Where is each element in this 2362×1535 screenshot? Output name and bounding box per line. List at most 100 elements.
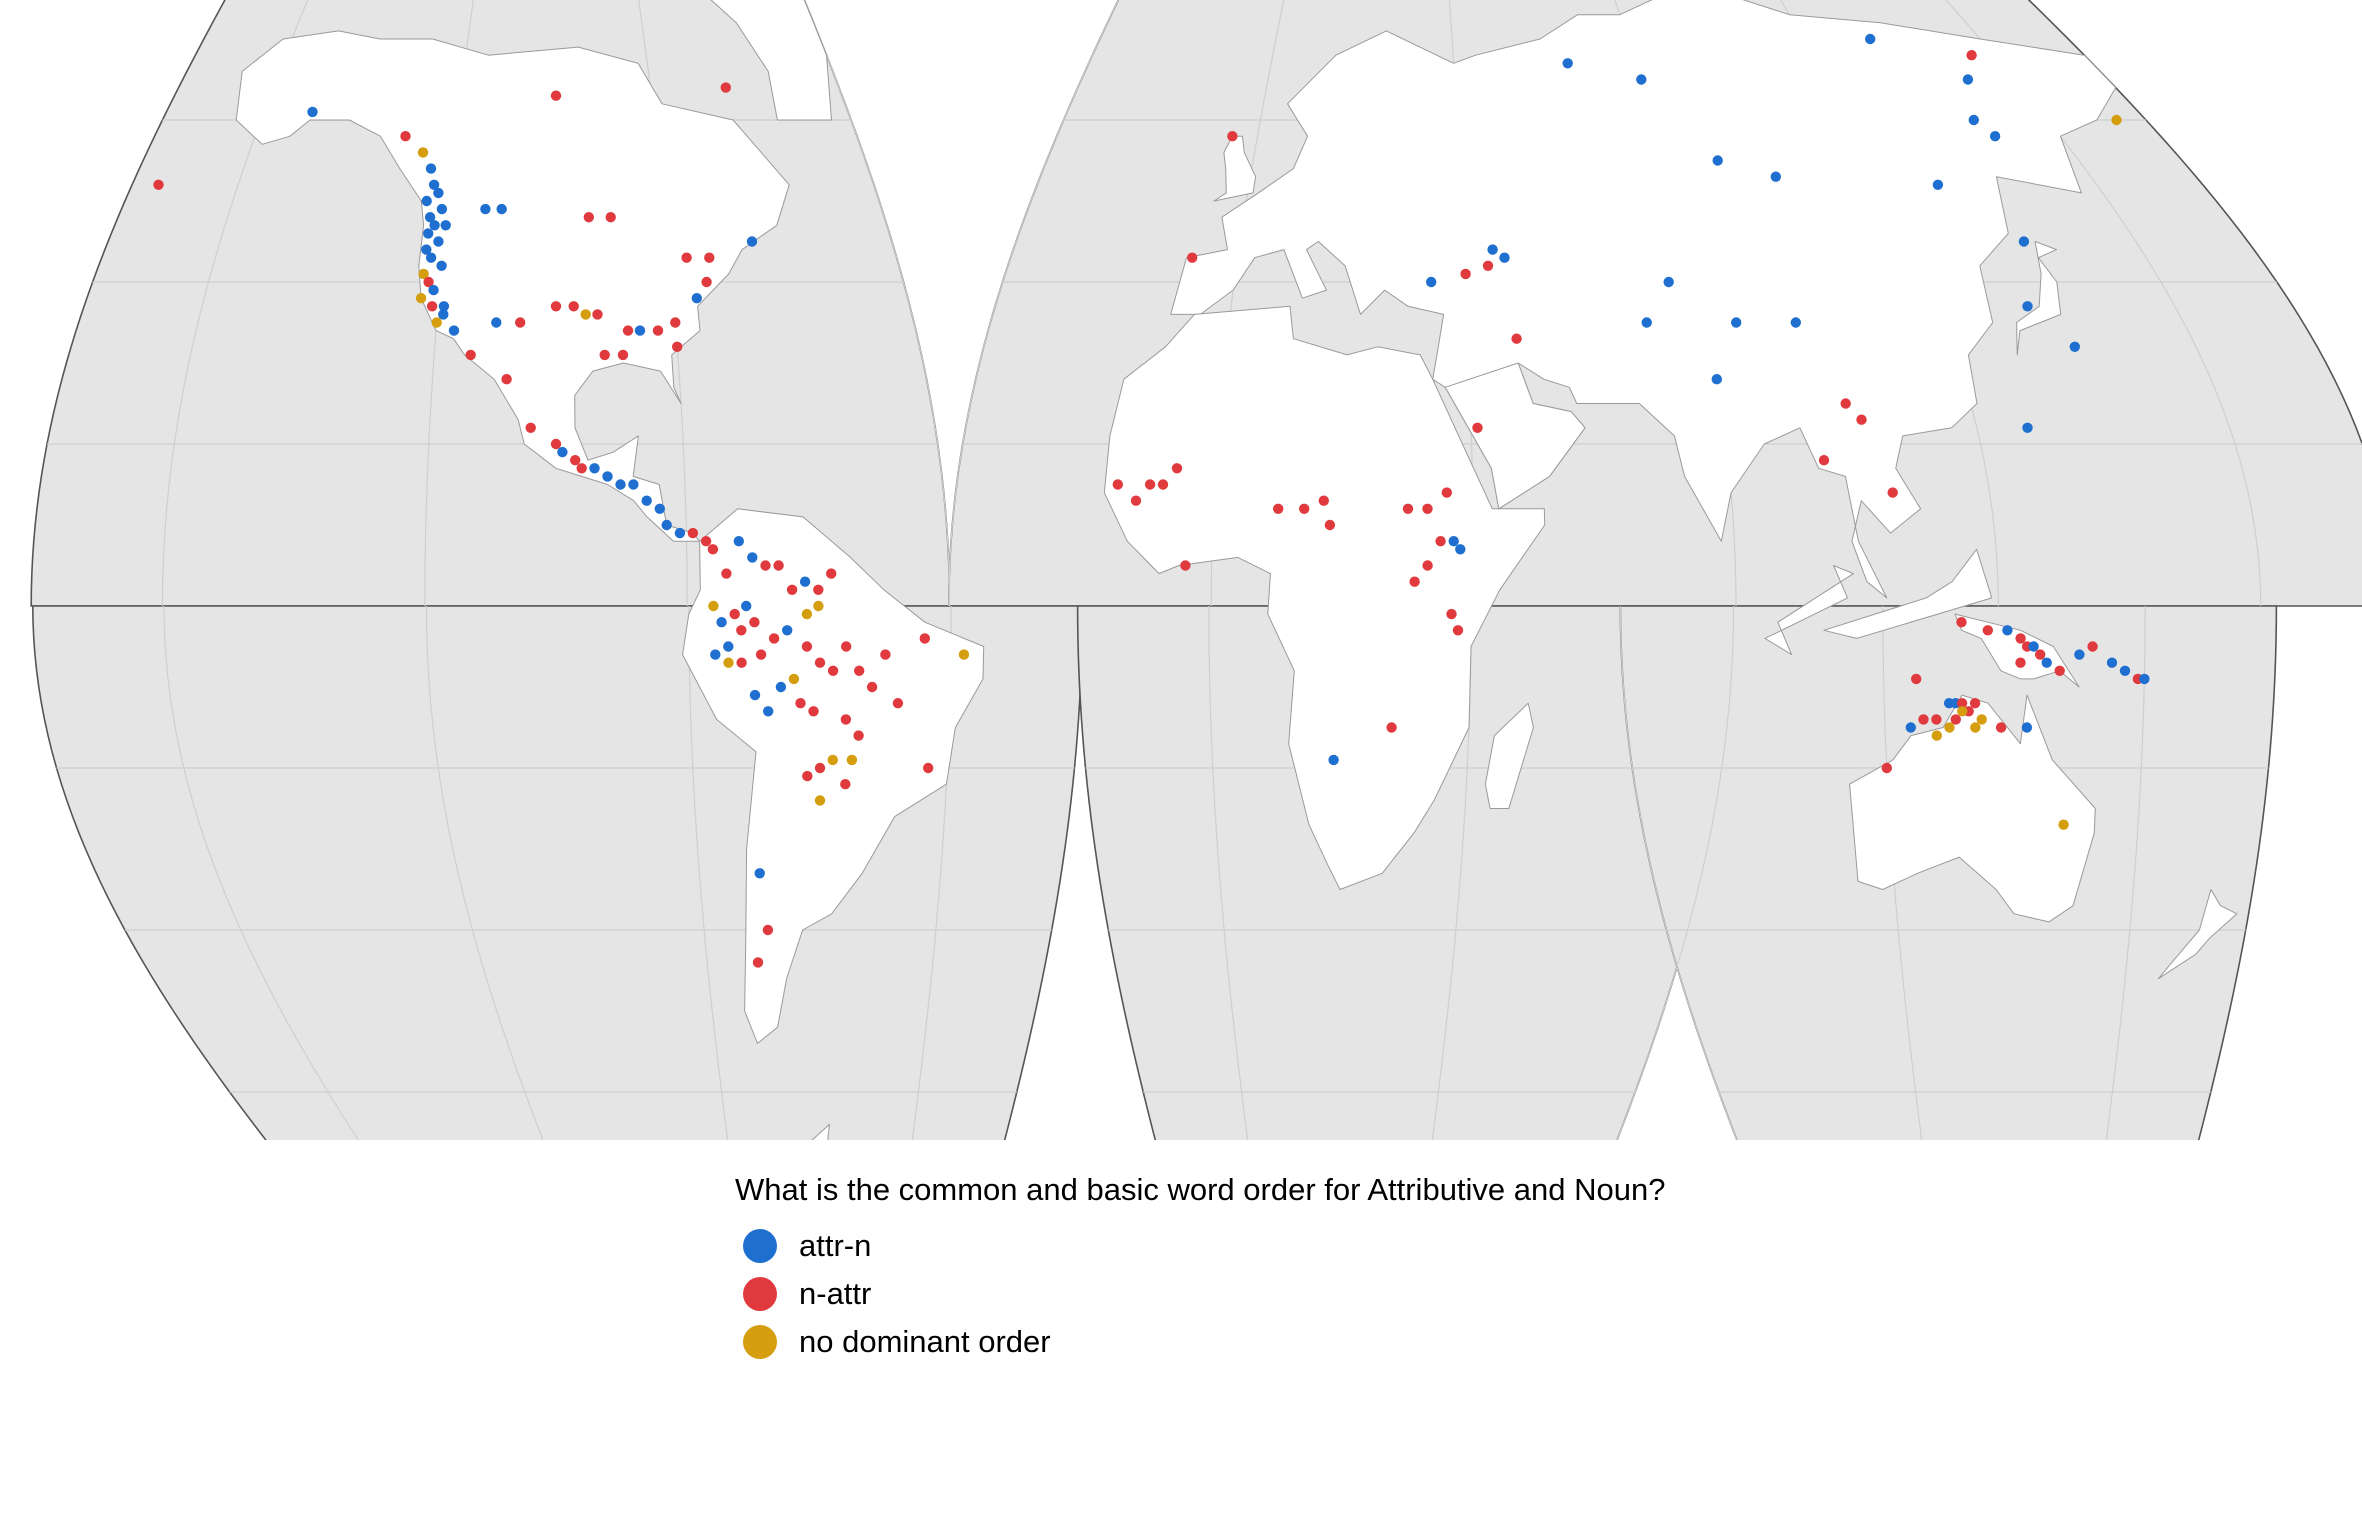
language-point-attr-n[interactable] — [424, 212, 436, 223]
language-point-attr-n[interactable] — [1865, 33, 1876, 45]
language-point-attr-n[interactable] — [628, 479, 639, 490]
language-point-no-dominant[interactable] — [814, 795, 826, 806]
language-point-n-attr[interactable] — [617, 349, 629, 361]
language-point-attr-n[interactable] — [615, 479, 626, 490]
language-point-n-attr[interactable] — [827, 665, 839, 676]
language-point-n-attr[interactable] — [854, 665, 865, 676]
language-point-attr-n[interactable] — [1790, 317, 1802, 328]
language-point-n-attr[interactable] — [1969, 698, 1981, 709]
language-point-attr-n[interactable] — [763, 706, 774, 717]
language-point-n-attr[interactable] — [1180, 560, 1191, 571]
language-point-n-attr[interactable] — [465, 349, 476, 361]
language-point-n-attr[interactable] — [701, 276, 712, 288]
language-point-n-attr[interactable] — [707, 544, 719, 555]
language-point-attr-n[interactable] — [654, 503, 665, 514]
language-point-attr-n[interactable] — [723, 641, 734, 652]
language-point-attr-n[interactable] — [436, 203, 448, 215]
language-point-n-attr[interactable] — [841, 641, 852, 652]
language-point-n-attr[interactable] — [1187, 252, 1198, 263]
language-point-no-dominant[interactable] — [813, 600, 824, 612]
language-point-attr-n[interactable] — [1989, 131, 2001, 142]
language-point-attr-n[interactable] — [429, 220, 440, 231]
language-point-n-attr[interactable] — [795, 698, 806, 709]
language-point-no-dominant[interactable] — [580, 309, 591, 320]
language-point-n-attr[interactable] — [773, 560, 784, 571]
language-point-n-attr[interactable] — [1452, 625, 1464, 636]
language-point-n-attr[interactable] — [1422, 560, 1433, 571]
language-point-attr-n[interactable] — [1711, 374, 1723, 385]
language-point-n-attr[interactable] — [1511, 333, 1522, 344]
language-point-n-attr[interactable] — [752, 957, 764, 968]
language-point-attr-n[interactable] — [440, 220, 451, 231]
language-point-n-attr[interactable] — [919, 633, 930, 644]
language-point-attr-n[interactable] — [1328, 754, 1339, 766]
language-point-attr-n[interactable] — [428, 179, 440, 190]
language-point-n-attr[interactable] — [1112, 479, 1124, 490]
language-point-n-attr[interactable] — [1966, 50, 1977, 61]
language-point-attr-n[interactable] — [2074, 649, 2085, 660]
language-point-n-attr[interactable] — [1911, 673, 1922, 685]
language-point-n-attr[interactable] — [605, 212, 616, 223]
language-point-n-attr[interactable] — [755, 649, 767, 660]
language-point-n-attr[interactable] — [568, 301, 579, 312]
language-point-n-attr[interactable] — [672, 341, 683, 352]
language-point-attr-n[interactable] — [641, 495, 652, 506]
language-point-n-attr[interactable] — [749, 617, 760, 628]
language-point-n-attr[interactable] — [2054, 665, 2065, 676]
language-point-attr-n[interactable] — [2002, 625, 2013, 636]
language-point-n-attr[interactable] — [1273, 503, 1284, 514]
language-point-n-attr[interactable] — [826, 568, 837, 579]
language-point-n-attr[interactable] — [1409, 576, 1420, 587]
language-point-n-attr[interactable] — [808, 706, 819, 717]
language-point-n-attr[interactable] — [1227, 131, 1238, 142]
language-point-no-dominant[interactable] — [417, 147, 429, 158]
language-point-attr-n[interactable] — [2028, 641, 2039, 652]
language-point-n-attr[interactable] — [670, 317, 681, 328]
language-point-n-attr[interactable] — [704, 252, 715, 263]
language-point-attr-n[interactable] — [799, 576, 811, 587]
language-point-n-attr[interactable] — [802, 770, 813, 782]
language-point-n-attr[interactable] — [814, 762, 826, 774]
language-point-n-attr[interactable] — [2087, 641, 2098, 652]
language-point-n-attr[interactable] — [652, 325, 664, 336]
language-point-attr-n[interactable] — [425, 252, 437, 263]
language-point-n-attr[interactable] — [1386, 722, 1397, 733]
language-point-attr-n[interactable] — [716, 617, 727, 628]
language-point-attr-n[interactable] — [433, 236, 444, 247]
language-point-n-attr[interactable] — [550, 301, 562, 312]
language-point-attr-n[interactable] — [421, 244, 432, 255]
language-point-attr-n[interactable] — [589, 463, 600, 474]
language-point-n-attr[interactable] — [866, 681, 878, 693]
language-point-attr-n[interactable] — [1499, 252, 1510, 263]
language-point-attr-n[interactable] — [491, 317, 502, 328]
language-point-no-dominant[interactable] — [2058, 819, 2069, 830]
language-point-n-attr[interactable] — [853, 730, 864, 741]
language-point-attr-n[interactable] — [1455, 544, 1466, 555]
language-point-n-attr[interactable] — [1435, 536, 1446, 547]
language-point-attr-n[interactable] — [2021, 722, 2033, 733]
language-point-n-attr[interactable] — [687, 527, 699, 539]
language-point-attr-n[interactable] — [433, 187, 444, 199]
language-point-no-dominant[interactable] — [1976, 714, 1987, 725]
language-point-attr-n[interactable] — [775, 681, 787, 693]
language-point-n-attr[interactable] — [1441, 487, 1453, 498]
language-point-attr-n[interactable] — [1448, 536, 1459, 547]
language-point-n-attr[interactable] — [2015, 657, 2026, 668]
language-point-attr-n[interactable] — [480, 203, 491, 215]
language-point-n-attr[interactable] — [592, 309, 603, 320]
language-point-attr-n[interactable] — [602, 471, 613, 482]
language-point-n-attr[interactable] — [1402, 503, 1414, 514]
language-point-attr-n[interactable] — [438, 301, 450, 312]
language-point-attr-n[interactable] — [2119, 665, 2131, 676]
language-point-n-attr[interactable] — [2035, 649, 2046, 660]
language-point-n-attr[interactable] — [1818, 455, 1830, 466]
language-point-n-attr[interactable] — [2015, 633, 2026, 644]
language-point-n-attr[interactable] — [501, 374, 512, 385]
language-point-no-dominant[interactable] — [723, 657, 734, 668]
language-point-n-attr[interactable] — [515, 317, 526, 328]
language-point-n-attr[interactable] — [1856, 414, 1867, 425]
language-point-attr-n[interactable] — [1731, 317, 1742, 328]
language-point-n-attr[interactable] — [880, 649, 891, 660]
language-point-attr-n[interactable] — [674, 527, 686, 539]
language-point-n-attr[interactable] — [1482, 260, 1494, 271]
